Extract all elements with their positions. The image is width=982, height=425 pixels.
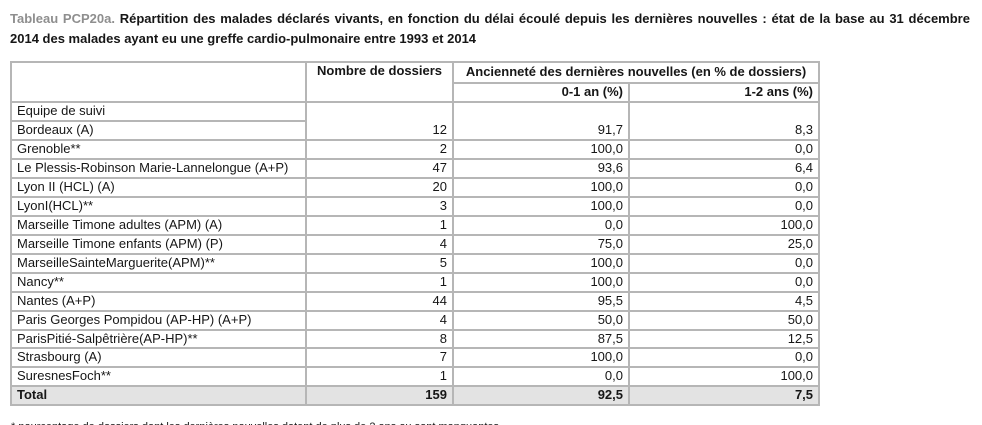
table-row-nantes: Nantes (A+P) 44 95,5 4,5 bbox=[10, 290, 821, 312]
dossiers-cell: 4 bbox=[305, 233, 454, 255]
team-name-cell: SuresnesFoch** bbox=[10, 366, 307, 388]
empty-cell bbox=[305, 101, 454, 122]
dossiers-cell: 47 bbox=[305, 158, 454, 180]
header-row-2: 0-1 an (%) 1-2 ans (%) bbox=[11, 82, 821, 104]
team-name-cell: LyonI(HCL)** bbox=[10, 195, 307, 217]
pct-1-2-cell: 0,0 bbox=[627, 177, 821, 198]
table-row-grenoble: Grenoble** 2 100,0 0,0 bbox=[10, 139, 821, 161]
pct-1-2-cell: 6,4 bbox=[627, 158, 821, 180]
pct-0-1-cell: 75,0 bbox=[452, 233, 630, 255]
table-row-lyon-i: LyonI(HCL)** 3 100,0 0,0 bbox=[10, 195, 821, 217]
table-row-le-plessis-robinson: Le Plessis-Robinson Marie-Lannelongue (A… bbox=[10, 158, 821, 180]
empty-cell bbox=[627, 101, 821, 122]
pct-0-1-cell: 0,0 bbox=[452, 214, 630, 236]
dossiers-cell: 3 bbox=[305, 195, 454, 217]
table-row-lyon-ii: Lyon II (HCL) (A) 20 100,0 0,0 bbox=[10, 177, 821, 198]
pct-1-2-cell: 12,5 bbox=[627, 328, 821, 350]
table-caption-text: Répartition des malades déclarés vivants… bbox=[10, 11, 970, 47]
table-caption: Tableau PCP20a. Répartition des malades … bbox=[10, 9, 970, 49]
pct-0-1-cell: 100,0 bbox=[452, 252, 630, 274]
team-name-cell: Grenoble** bbox=[10, 139, 307, 161]
pct-0-1-cell: 95,5 bbox=[452, 290, 630, 312]
header-empty-cell bbox=[10, 61, 307, 104]
pct-1-2-cell: 4,5 bbox=[627, 290, 821, 312]
total-pct-1-2-cell: 7,5 bbox=[627, 385, 821, 407]
header-row-1: Nombre de dossiers Ancienneté des derniè… bbox=[10, 61, 821, 104]
total-pct-0-1-cell: 92,5 bbox=[452, 385, 630, 407]
pct-1-2-cell: 0,0 bbox=[627, 139, 821, 161]
team-name-cell: Lyon II (HCL) (A) bbox=[10, 177, 307, 198]
pct-0-1-cell: 50,0 bbox=[452, 309, 630, 331]
pct-0-1-cell: 87,5 bbox=[452, 328, 630, 350]
team-name-cell: Marseille Timone adultes (APM) (A) bbox=[10, 214, 307, 236]
pct-0-1-cell: 100,0 bbox=[452, 347, 630, 369]
pct-0-1-cell: 100,0 bbox=[452, 139, 630, 161]
table-row-marseille-timone-enfants: Marseille Timone enfants (APM) (P) 4 75,… bbox=[10, 233, 821, 255]
team-name-cell: Paris Georges Pompidou (AP-HP) (A+P) bbox=[10, 309, 307, 331]
dossiers-cell: 7 bbox=[305, 347, 454, 369]
pct-1-2-cell: 8,3 bbox=[627, 121, 821, 142]
table-caption-label: Tableau PCP20a. bbox=[10, 11, 115, 26]
team-name-cell: Nantes (A+P) bbox=[10, 290, 307, 312]
pct-1-2-cell: 25,0 bbox=[627, 233, 821, 255]
pct-1-2-cell: 0,0 bbox=[627, 271, 821, 293]
table-row-paris-georges-pompidou: Paris Georges Pompidou (AP-HP) (A+P) 4 5… bbox=[10, 309, 821, 331]
dossiers-cell: 20 bbox=[305, 177, 454, 198]
header-1-2-ans: 1-2 ans (%) bbox=[627, 82, 821, 104]
table-row-paris-pitie-salpetriere: ParisPitié-Salpêtrière(AP-HP)** 8 87,5 1… bbox=[10, 328, 821, 350]
data-table: Nombre de dossiers Ancienneté des derniè… bbox=[10, 61, 821, 407]
team-name-cell: Bordeaux (A) bbox=[10, 120, 307, 142]
team-name-cell: Strasbourg (A) bbox=[10, 347, 307, 369]
table-row-bordeaux: Bordeaux (A) 12 91,7 8,3 bbox=[10, 120, 821, 142]
table-body: Equipe de suivi Bordeaux (A) 12 91,7 8,3… bbox=[10, 101, 821, 407]
table-row-marseille-sainte-marguerite: MarseilleSainteMarguerite(APM)** 5 100,0… bbox=[10, 252, 821, 274]
table-row-nancy: Nancy** 1 100,0 0,0 bbox=[10, 271, 821, 293]
team-name-cell: Marseille Timone enfants (APM) (P) bbox=[10, 233, 307, 255]
team-name-cell: ParisPitié-Salpêtrière(AP-HP)** bbox=[10, 328, 307, 350]
dossiers-cell: 1 bbox=[305, 271, 454, 293]
pct-0-1-cell: 100,0 bbox=[452, 271, 630, 293]
team-name-cell: Le Plessis-Robinson Marie-Lannelongue (A… bbox=[10, 158, 307, 180]
pct-0-1-cell: 100,0 bbox=[452, 177, 630, 198]
dossiers-cell: 44 bbox=[305, 290, 454, 312]
dossiers-cell: 1 bbox=[305, 366, 454, 388]
pct-0-1-cell: 100,0 bbox=[452, 195, 630, 217]
pct-1-2-cell: 50,0 bbox=[627, 309, 821, 331]
dossiers-cell: 1 bbox=[305, 214, 454, 236]
dossiers-cell: 4 bbox=[305, 309, 454, 331]
pct-1-2-cell: 100,0 bbox=[627, 366, 821, 388]
table-row-suresnes-foch: SuresnesFoch** 1 0,0 100,0 bbox=[10, 366, 821, 388]
header-nombre-dossiers: Nombre de dossiers bbox=[305, 61, 454, 104]
total-dossiers-cell: 159 bbox=[305, 385, 454, 407]
pct-1-2-cell: 0,0 bbox=[627, 195, 821, 217]
total-label-cell: Total bbox=[10, 385, 307, 407]
group-label: Equipe de suivi bbox=[10, 101, 307, 123]
pct-1-2-cell: 100,0 bbox=[627, 214, 821, 236]
table-header: Nombre de dossiers Ancienneté des derniè… bbox=[10, 61, 821, 104]
pct-1-2-cell: 0,0 bbox=[627, 347, 821, 369]
dossiers-cell: 8 bbox=[305, 328, 454, 350]
empty-cell bbox=[452, 101, 630, 122]
pct-0-1-cell: 91,7 bbox=[452, 121, 630, 142]
table-row-strasbourg: Strasbourg (A) 7 100,0 0,0 bbox=[10, 347, 821, 369]
footnote-asterisk: * pourcentage de dossiers dont les derni… bbox=[11, 419, 972, 425]
pct-0-1-cell: 93,6 bbox=[452, 158, 630, 180]
table-row-marseille-timone-adultes: Marseille Timone adultes (APM) (A) 1 0,0… bbox=[10, 214, 821, 236]
team-name-cell: MarseilleSainteMarguerite(APM)** bbox=[10, 252, 307, 274]
table-total-row: Total 159 92,5 7,5 bbox=[10, 385, 821, 407]
dossiers-cell: 12 bbox=[305, 121, 454, 142]
pct-1-2-cell: 0,0 bbox=[627, 252, 821, 274]
pct-0-1-cell: 0,0 bbox=[452, 366, 630, 388]
group-row-equipe-de-suivi: Equipe de suivi bbox=[10, 101, 821, 123]
dossiers-cell: 2 bbox=[305, 139, 454, 161]
header-0-1-an: 0-1 an (%) bbox=[452, 82, 630, 104]
header-anciennete: Ancienneté des dernières nouvelles (en %… bbox=[451, 61, 821, 85]
dossiers-cell: 5 bbox=[305, 252, 454, 274]
team-name-cell: Nancy** bbox=[10, 271, 307, 293]
